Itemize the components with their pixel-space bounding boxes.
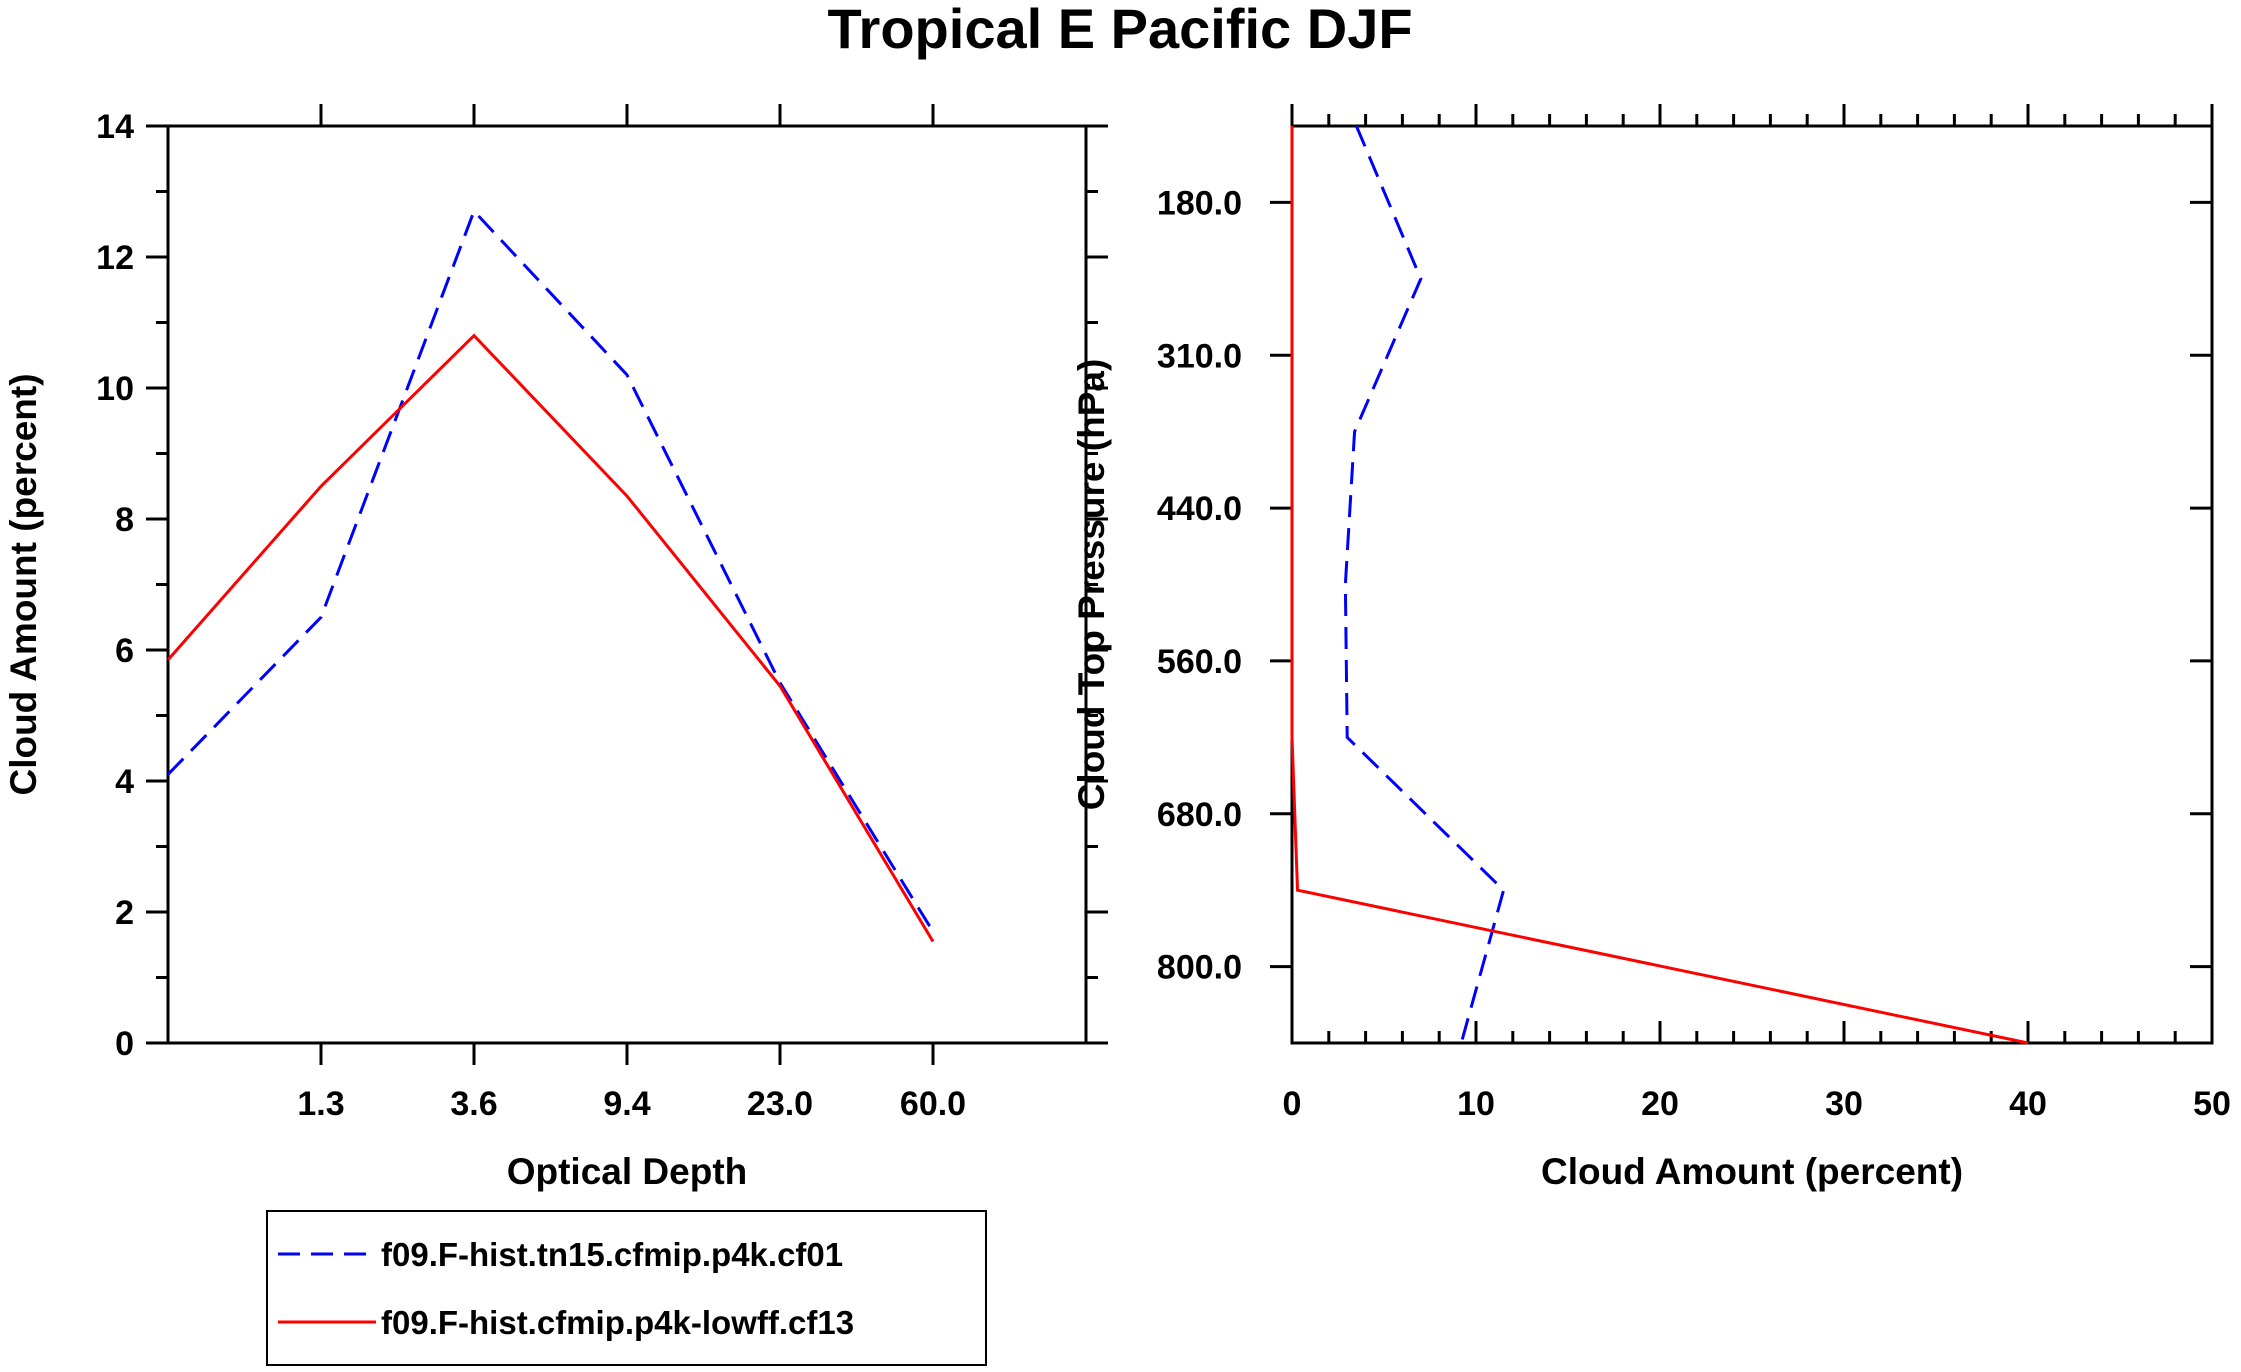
legend-label-red: f09.F-hist.cfmip.p4k-lowff.cf13 (381, 1304, 854, 1341)
plot-frame (166, 124, 1088, 1045)
y-tick-label: 4 (115, 763, 134, 801)
x-tick-label: 40 (2009, 1085, 2047, 1123)
y-tick-label: 440.0 (1157, 490, 1242, 528)
series-line-red (1290, 126, 2029, 1045)
legend-label-blue: f09.F-hist.tn15.cfmip.p4k.cf01 (381, 1236, 843, 1273)
series-line-red (166, 333, 935, 943)
x-axis-title: Optical Depth (507, 1151, 748, 1192)
y-tick-label: 310.0 (1157, 337, 1242, 375)
legend-box (266, 1210, 987, 1366)
y-tick-label: 560.0 (1157, 643, 1242, 681)
x-tick-label: 23.0 (747, 1085, 813, 1123)
y-tick-label: 6 (115, 632, 134, 670)
y-tick-label: 14 (96, 108, 134, 146)
right-plot-cloud-top-pressure: 0 10 20 30 40 50 180.0 310.0 440.0 560.0 680.0 800.… (1071, 104, 2231, 1192)
x-tick-label: 60.0 (900, 1085, 966, 1123)
x-tick-label: 1.3 (297, 1085, 344, 1123)
x-tick-label: 9.4 (603, 1085, 650, 1123)
x-tick-label: 3.6 (450, 1085, 497, 1123)
left-plot-optical-depth: 0 2 4 6 8 10 12 14 1.3 3.6 9.4 23.0 60.0 Optical Dept… (3, 104, 1108, 1192)
x-tick-label: 50 (2193, 1085, 2231, 1123)
legend: f09.F-hist.tn15.cfmip.p4k.cf01 f09.F-his… (266, 1210, 987, 1366)
x-tick-label: 10 (1457, 1085, 1495, 1123)
y-tick-label: 0 (115, 1025, 134, 1063)
x-tick-label: 20 (1641, 1085, 1679, 1123)
y-tick-label: 2 (115, 894, 134, 932)
chart-title: Tropical E Pacific DJF (827, 0, 1412, 60)
x-tick-label: 30 (1825, 1085, 1863, 1123)
y-tick-label: 12 (96, 239, 134, 277)
y-tick-label: 10 (96, 370, 134, 408)
y-tick-label: 800.0 (1157, 949, 1242, 987)
y-tick-label: 8 (115, 501, 134, 539)
y-axis-title: Cloud Amount (percent) (3, 373, 44, 795)
series-line-blue (166, 208, 935, 933)
x-tick-label: 0 (1283, 1085, 1302, 1123)
plot-frame (1290, 124, 2214, 1045)
y-tick-label: 680.0 (1157, 796, 1242, 834)
y-axis-title: Cloud Top Pressure (hPa) (1071, 359, 1112, 811)
y-tick-label: 180.0 (1157, 184, 1242, 222)
x-axis-title: Cloud Amount (percent) (1541, 1151, 1963, 1192)
series-line-blue (1343, 125, 1506, 1044)
